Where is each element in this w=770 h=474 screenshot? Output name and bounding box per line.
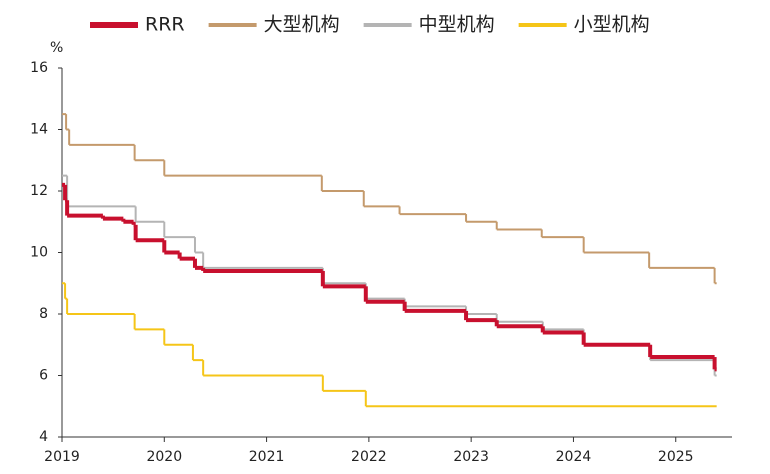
- y-tick-label: 4: [39, 429, 48, 445]
- x-tick-label: 2019: [44, 449, 80, 465]
- y-tick-label: 6: [39, 368, 48, 384]
- y-axis-unit: %: [50, 40, 63, 56]
- x-tick-label: 2020: [146, 449, 182, 465]
- y-tick-label: 10: [30, 245, 48, 261]
- y-tick-label: 16: [30, 60, 48, 76]
- x-tick-label: 2024: [556, 449, 592, 465]
- x-tick-label: 2023: [453, 449, 489, 465]
- x-tick-label: 2025: [658, 449, 694, 465]
- y-tick-label: 12: [30, 183, 48, 199]
- legend-label: 小型机构: [574, 14, 650, 36]
- legend-label: RRR: [145, 14, 185, 36]
- x-tick-label: 2021: [249, 449, 285, 465]
- legend-label: 大型机构: [264, 14, 340, 36]
- legend-label: 中型机构: [419, 14, 495, 36]
- y-tick-label: 14: [30, 122, 48, 138]
- x-tick-label: 2022: [351, 449, 387, 465]
- y-tick-label: 8: [39, 306, 48, 322]
